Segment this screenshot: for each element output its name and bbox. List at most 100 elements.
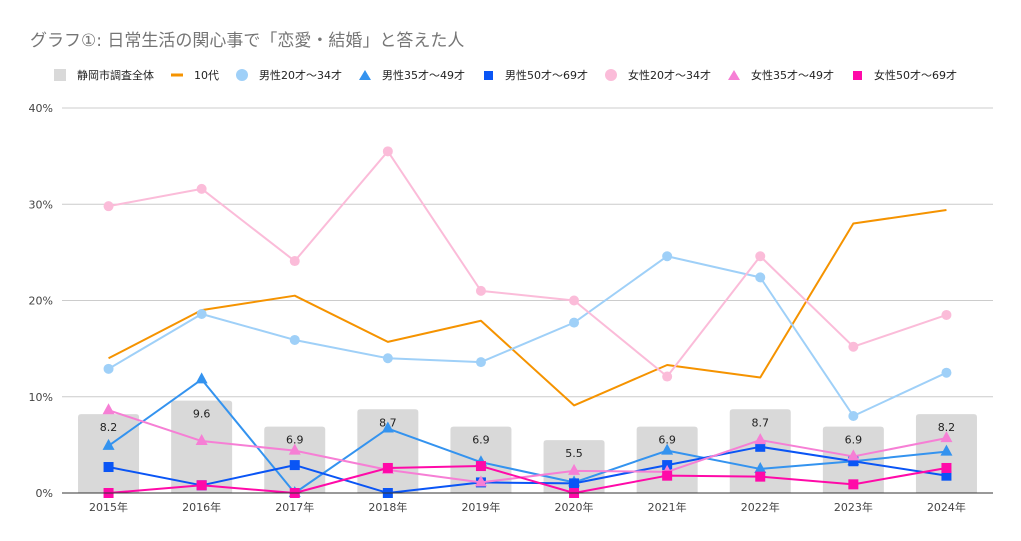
data-point-square xyxy=(382,462,393,473)
data-point-circle xyxy=(196,308,207,319)
data-point-circle xyxy=(662,371,673,382)
data-point-circle xyxy=(941,367,952,378)
legend-swatch-icon xyxy=(605,69,617,81)
legend-label: 男性50才～69才 xyxy=(505,69,588,82)
data-point-square xyxy=(569,478,580,489)
bar-data-label: 8.7 xyxy=(752,416,770,429)
legend-item: 男性50才～69才 xyxy=(481,67,588,83)
series-女性20才～34才 xyxy=(103,146,952,382)
series-line xyxy=(108,150,947,378)
bar-data-label: 6.9 xyxy=(658,434,676,447)
data-point-circle xyxy=(475,285,486,296)
legend-circle-swatch xyxy=(605,69,617,81)
data-point-triangle xyxy=(940,444,953,456)
bar-data-label: 6.9 xyxy=(845,434,863,447)
data-point-triangle xyxy=(381,421,394,433)
data-point-square xyxy=(103,462,114,473)
data-point-triangle xyxy=(102,403,115,415)
x-tick-label: 2016年 xyxy=(182,500,221,514)
data-point-square xyxy=(662,470,673,481)
data-point-circle xyxy=(289,334,300,345)
data-point-square xyxy=(755,471,766,482)
data-point-circle xyxy=(382,146,393,157)
y-tick-label: 40% xyxy=(29,102,53,115)
data-point-circle xyxy=(848,411,859,421)
data-point-circle xyxy=(569,295,580,306)
legend-swatch-icon xyxy=(236,69,248,81)
bar-data-label: 8.2 xyxy=(100,421,118,434)
data-point-triangle xyxy=(568,463,581,475)
bar-data-label: 5.5 xyxy=(565,447,583,460)
data-point-triangle xyxy=(661,443,674,455)
data-point-triangle xyxy=(195,434,208,446)
data-point-square xyxy=(941,470,952,481)
bar-data-label: 6.9 xyxy=(286,434,304,447)
legend-square-swatch xyxy=(853,71,862,80)
legend-label: 女性35才～49才 xyxy=(751,69,834,82)
legend-label: 10代 xyxy=(194,69,219,82)
bar-data-label: 6.9 xyxy=(472,434,490,447)
data-point-square xyxy=(941,462,952,473)
series-line xyxy=(108,209,947,407)
data-point-circle xyxy=(569,317,580,328)
x-tick-label: 2020年 xyxy=(555,500,594,514)
legend: 静岡市調査全体 10代 男性20才～34才 男性35才～49才 男性50才～69才 女性2… xyxy=(53,66,973,84)
data-point-circle xyxy=(755,272,766,283)
legend-item: 女性50才～69才 xyxy=(850,67,957,83)
data-point-triangle xyxy=(940,431,953,443)
legend-label: 静岡市調査全体 xyxy=(77,69,154,82)
legend-triangle-swatch xyxy=(728,70,740,80)
x-tick-label: 2024年 xyxy=(927,500,966,514)
series-10代 xyxy=(108,209,947,407)
legend-item: 10代 xyxy=(170,67,219,83)
data-point-triangle xyxy=(847,449,860,461)
data-point-circle xyxy=(382,353,393,364)
legend-line-swatch xyxy=(171,73,183,77)
legend-item: 女性20才～34才 xyxy=(604,67,711,83)
bar-data-label: 8.2 xyxy=(938,421,956,434)
legend-swatch-icon xyxy=(484,71,493,80)
data-point-circle xyxy=(103,201,114,212)
bar xyxy=(264,426,326,493)
data-point-square xyxy=(289,460,300,471)
bar xyxy=(171,400,233,493)
x-tick-label: 2015年 xyxy=(89,500,128,514)
legend-label: 女性20才～34才 xyxy=(628,69,711,82)
series-男性20才～34才 xyxy=(103,251,952,421)
data-point-triangle xyxy=(754,461,767,473)
x-tick-label: 2018年 xyxy=(368,500,407,514)
data-point-square xyxy=(848,456,859,467)
legend-swatch-icon xyxy=(728,70,740,80)
legend-swatch-icon xyxy=(853,71,862,80)
data-point-circle xyxy=(662,251,673,262)
data-point-circle xyxy=(289,256,300,267)
data-point-circle xyxy=(475,357,486,368)
y-tick-label: 10% xyxy=(29,391,53,404)
data-point-circle xyxy=(103,363,114,374)
x-tick-label: 2017年 xyxy=(275,500,314,514)
y-tick-label: 0% xyxy=(36,487,53,500)
data-point-triangle xyxy=(102,438,115,450)
x-tick-label: 2019年 xyxy=(461,500,500,514)
data-point-square xyxy=(196,480,207,491)
legend-square-swatch xyxy=(484,71,493,80)
series-line xyxy=(108,465,947,494)
legend-circle-swatch xyxy=(236,69,248,81)
legend-swatch-icon xyxy=(171,73,183,77)
data-point-circle xyxy=(941,309,952,320)
legend-label: 男性20才～34才 xyxy=(259,69,342,82)
x-tick-label: 2022年 xyxy=(741,500,780,514)
chart-title: グラフ①: 日常生活の関心事で「恋愛・結婚」と答えた人 xyxy=(30,31,465,51)
data-point-triangle xyxy=(754,433,767,445)
data-point-square xyxy=(755,441,766,452)
data-point-triangle xyxy=(474,475,487,487)
series-line xyxy=(108,409,947,484)
data-point-circle xyxy=(755,251,766,262)
x-tick-label: 2021年 xyxy=(648,500,687,514)
data-point-triangle xyxy=(195,372,208,384)
x-tick-label: 2023年 xyxy=(834,500,873,514)
data-point-circle xyxy=(848,341,859,352)
bar-data-label: 9.6 xyxy=(193,408,211,421)
series-line xyxy=(108,255,947,417)
